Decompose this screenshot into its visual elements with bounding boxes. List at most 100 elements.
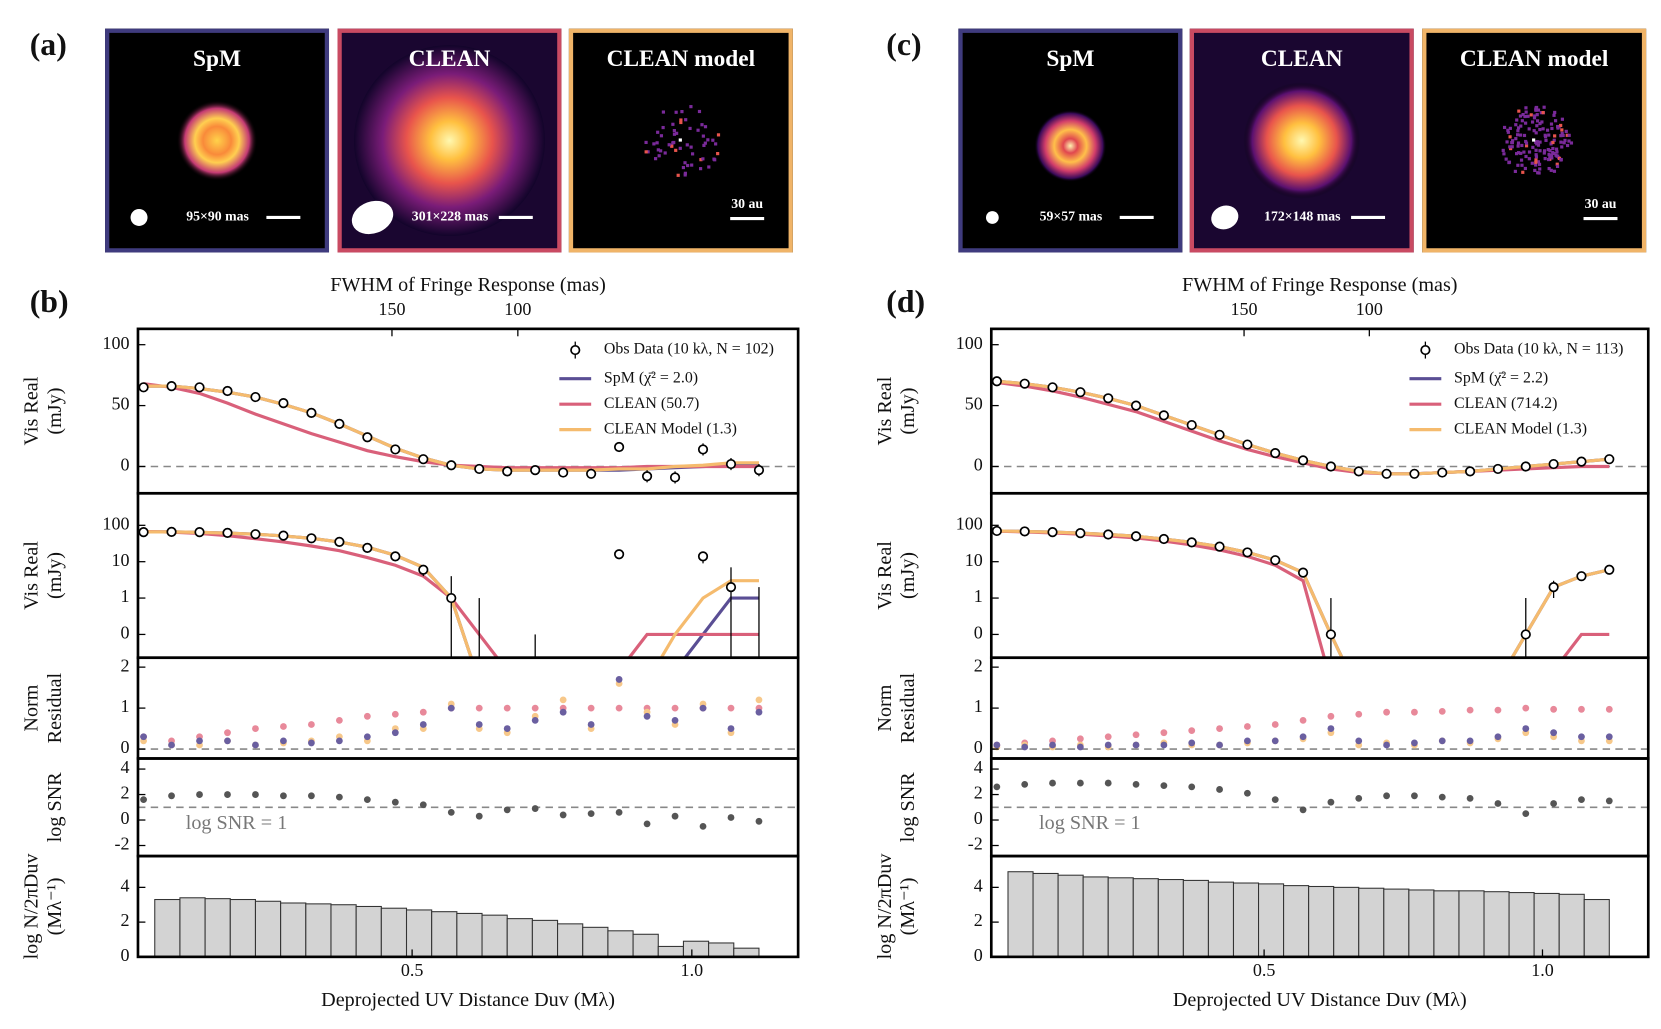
model-component <box>683 161 687 165</box>
data-point <box>1049 779 1056 787</box>
data-point <box>1437 467 1448 478</box>
model-component <box>679 120 683 125</box>
histogram-bar <box>1583 898 1610 957</box>
y-axis-title: (mJy) <box>897 388 919 435</box>
y-tick-label: 2 <box>120 655 129 675</box>
data-point <box>1381 468 1392 479</box>
data-point <box>1411 792 1418 800</box>
model-component <box>1552 151 1556 156</box>
data-point <box>1355 794 1363 802</box>
annotation: log SNR = 1 <box>186 812 288 834</box>
histogram-bar <box>254 900 282 957</box>
data-point <box>222 527 233 538</box>
data-point <box>419 801 427 809</box>
model-component <box>1543 157 1547 161</box>
histogram-bar <box>1182 879 1209 957</box>
model-component <box>1552 169 1557 173</box>
model-component <box>1504 157 1508 161</box>
data-point <box>1410 695 1418 703</box>
plot-area <box>154 897 760 957</box>
legend-label: CLEAN Model (1.3) <box>1454 420 1587 437</box>
plot-area <box>138 526 760 703</box>
model-component <box>699 158 703 162</box>
y-tick-label: 0 <box>974 945 983 965</box>
model-component <box>1510 145 1514 149</box>
model-component <box>1538 167 1542 171</box>
model-component <box>1507 160 1511 165</box>
data-point <box>475 678 483 686</box>
model-component <box>1514 123 1518 127</box>
y-tick-label: 4 <box>974 757 983 777</box>
data-point <box>727 725 735 732</box>
model-component <box>1560 128 1564 132</box>
data-point <box>140 796 147 804</box>
model-component <box>1524 139 1528 144</box>
data-point <box>1548 458 1559 470</box>
data-point <box>587 695 595 703</box>
data-point <box>643 712 651 720</box>
data-point <box>1103 529 1114 540</box>
model-component <box>1529 113 1533 117</box>
model-component <box>675 131 679 135</box>
data-point <box>363 796 371 804</box>
model-component <box>1521 112 1525 117</box>
data-point <box>1186 537 1197 548</box>
model-component <box>1506 128 1510 132</box>
y-axis-title: log SNR <box>44 772 66 843</box>
model-component <box>1548 149 1552 153</box>
legend-label: Obs Data (10 kλ, N = 113) <box>1454 341 1623 358</box>
model-component <box>661 110 666 114</box>
model-component <box>702 143 706 148</box>
plot-area <box>991 779 1649 818</box>
image-source <box>176 100 258 181</box>
data-point <box>1438 692 1446 700</box>
model-component <box>1534 158 1538 162</box>
image-frame <box>568 28 793 253</box>
data-point <box>727 814 735 821</box>
series-line <box>996 529 1610 658</box>
data-point <box>1299 733 1307 741</box>
model-component <box>1559 134 1563 138</box>
data-point <box>335 737 343 745</box>
y-tick-label: 0 <box>974 455 983 475</box>
model-component <box>1547 133 1551 137</box>
x2-tick-label: 150 <box>378 299 405 319</box>
y-axis-title: log SNR <box>897 772 919 843</box>
data-point <box>1104 733 1112 741</box>
data-point <box>308 792 315 800</box>
data-point <box>1411 708 1418 716</box>
model-component <box>714 142 718 146</box>
data-point <box>362 432 373 443</box>
y-axis-title: log N/2πDuv <box>874 853 896 960</box>
y-tick-label: 50 <box>965 394 983 414</box>
data-point <box>1438 793 1446 801</box>
model-component <box>671 141 675 145</box>
model-component <box>671 122 675 126</box>
data-point <box>250 391 261 403</box>
data-point <box>1520 461 1531 472</box>
histogram-bar <box>1333 886 1360 957</box>
model-component <box>1538 140 1542 144</box>
axes-frame <box>136 656 800 760</box>
model-component <box>1536 108 1541 112</box>
model-component <box>1548 154 1553 158</box>
model-component <box>711 138 715 142</box>
model-component <box>670 144 674 148</box>
model-component <box>1527 127 1531 131</box>
data-point <box>1550 729 1558 737</box>
data-point <box>725 458 737 470</box>
panel-label: (c) <box>886 27 921 62</box>
model-component <box>674 148 678 152</box>
data-point <box>335 716 343 724</box>
histogram-bar <box>1283 885 1310 957</box>
model-component <box>1524 141 1529 145</box>
y-tick-label: 0 <box>120 455 129 475</box>
model-component <box>1516 141 1521 145</box>
model-component <box>706 138 710 142</box>
data-point <box>1576 456 1587 467</box>
scale-label: 30 au <box>1585 196 1617 211</box>
data-point <box>503 725 511 732</box>
model-component <box>1535 119 1540 123</box>
x2-tick-label: 100 <box>504 299 531 319</box>
beam <box>1211 205 1239 230</box>
